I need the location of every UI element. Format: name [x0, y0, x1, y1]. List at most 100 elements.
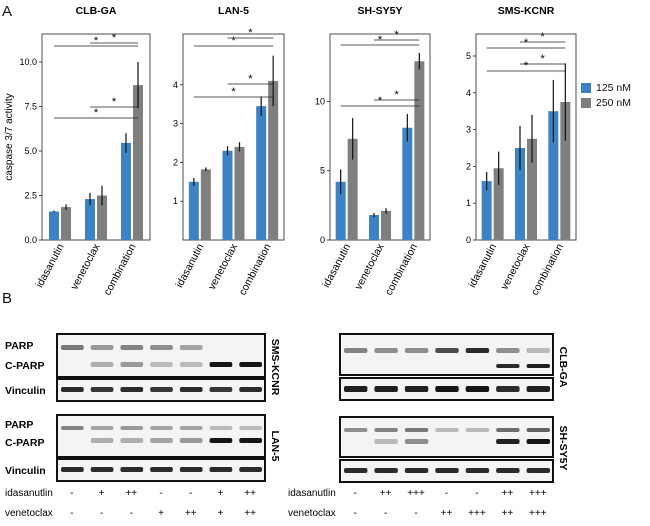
row-label-parp: PARP: [5, 419, 33, 431]
band-vinculin: [465, 468, 490, 473]
significance-marker: *: [395, 29, 400, 41]
category-label: venetoclax: [68, 241, 103, 292]
band-parp: [404, 348, 429, 353]
band-parp: [61, 426, 84, 430]
legend-swatch-250: [581, 98, 591, 108]
category-label: combination: [529, 242, 566, 298]
band-vinculin: [344, 468, 368, 473]
chart-frame: [41, 33, 151, 241]
band-cparp: [526, 364, 550, 368]
band-parp: [374, 348, 398, 353]
legend-label-250: 250 nM: [596, 97, 632, 109]
chart-title: LAN-5: [218, 5, 249, 17]
band-vinculin: [435, 386, 459, 392]
treatment-mark: -: [354, 488, 357, 499]
legend-item-125: 125 nM: [581, 82, 631, 94]
significance-marker: *: [541, 53, 546, 65]
band-cparp: [239, 362, 262, 367]
treatment-mark: +++: [529, 508, 547, 519]
category-label: venetoclax: [352, 241, 387, 292]
bar-125: [222, 150, 233, 240]
bar-250: [493, 168, 504, 240]
band-vinculin: [526, 468, 550, 473]
treatment-mark: -: [354, 508, 357, 519]
band-cparp: [90, 362, 114, 367]
treatment-mark: +: [218, 508, 224, 519]
treatment-mark: +: [218, 488, 224, 499]
legend-swatch-125: [581, 83, 591, 93]
chart-title: SH-SY5Y: [358, 5, 403, 17]
bar-250: [61, 207, 71, 240]
y-tick-label: 3: [466, 125, 471, 135]
bar-125: [188, 181, 199, 240]
band-vinculin: [496, 468, 520, 473]
y-tick-label: 5.0: [24, 146, 37, 156]
treatment-mark: -: [100, 508, 103, 519]
band-vinculin: [150, 467, 173, 472]
band-parp: [404, 428, 429, 432]
y-tick-label: 4: [173, 80, 178, 90]
y-tick-label: 2.5: [24, 191, 37, 201]
blot-shsy5y-parp: [339, 416, 554, 458]
bar-250: [347, 138, 358, 240]
row-label-cparp: C-PARP: [5, 437, 44, 449]
band-parp: [496, 428, 520, 432]
band-parp: [435, 348, 459, 353]
panel-b-label: B: [2, 290, 13, 307]
band-cparp: [239, 438, 262, 443]
y-tick-label: 10: [315, 96, 325, 106]
band-vinculin: [435, 468, 459, 473]
treatment-name: venetoclax: [288, 508, 336, 519]
band-cparp: [404, 439, 429, 444]
chart-frame: [329, 33, 431, 241]
treatment-name: idasanutlin: [288, 488, 336, 499]
treatment-mark: +++: [529, 488, 547, 499]
band-cparp: [209, 362, 233, 367]
category-label: idasanutin: [320, 242, 353, 290]
significance-marker: *: [524, 60, 529, 72]
treatment-mark: ++: [244, 508, 256, 519]
bar-250: [414, 61, 425, 240]
band-parp: [344, 348, 368, 353]
bar-250: [133, 85, 143, 240]
bar-125: [49, 211, 59, 240]
treatment-mark: +++: [468, 508, 486, 519]
row-label-vinculin: Vinculin: [5, 385, 46, 397]
band-parp: [526, 348, 550, 353]
y-tick-label: 1: [466, 198, 471, 208]
chart-0: CLB-GA 0.0 2.5 5.0 7.5 10.0 caspase 3/7 activi…: [4, 5, 151, 297]
treatment-mark: ++: [125, 488, 137, 499]
legend: 125 nM 250 nM: [581, 82, 631, 109]
y-tick-label: 5: [466, 51, 471, 61]
treatment-mark: ++: [380, 488, 392, 499]
y-tick-label: 0.0: [24, 235, 37, 245]
treatment-mark: -: [445, 488, 448, 499]
category-label: combination: [237, 242, 274, 298]
band-cparp: [179, 362, 203, 367]
bar-125: [85, 199, 95, 240]
band-vinculin: [150, 387, 173, 392]
band-vinculin: [374, 468, 398, 473]
treatment-mark: ++: [185, 508, 197, 519]
treatment-mark: +++: [407, 488, 425, 499]
band-parp: [120, 426, 144, 430]
category-label: venetoclax: [498, 241, 533, 292]
category-label: idasanutin: [466, 242, 499, 290]
significance-marker: *: [378, 95, 383, 107]
panel-a-label: A: [2, 3, 13, 20]
treatment-mark: -: [475, 488, 478, 499]
bar-125: [369, 215, 379, 240]
band-cparp: [374, 439, 398, 444]
band-vinculin: [496, 386, 520, 392]
category-label: venetoclax: [206, 241, 241, 292]
treatment-mark: +: [99, 488, 105, 499]
y-tick-label: 2: [173, 157, 178, 167]
significance-marker: *: [248, 73, 253, 85]
band-parp: [90, 426, 114, 430]
treatment-mark: -: [70, 508, 73, 519]
bar-125: [515, 148, 525, 240]
blot-clbga-parp: [339, 333, 554, 376]
treatment-mark: ++: [502, 508, 514, 519]
chart-frame: [475, 33, 577, 241]
category-label: combination: [383, 242, 420, 298]
